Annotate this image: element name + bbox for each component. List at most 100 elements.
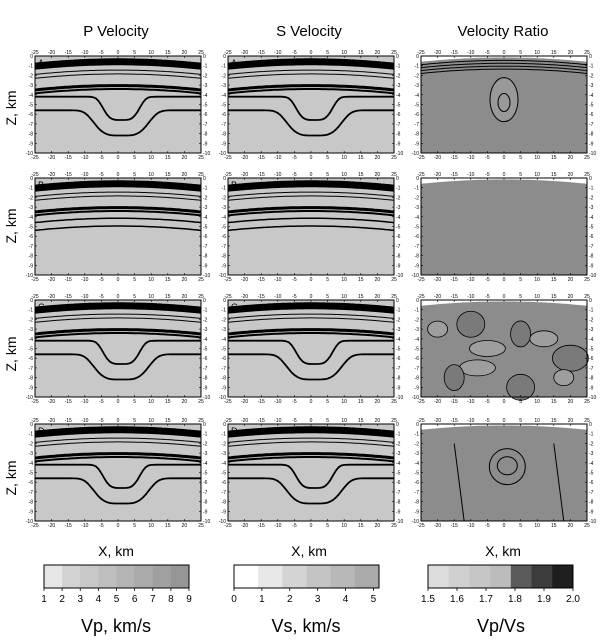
row-ylabels: Z, km Z, km Z, km Z, km <box>3 91 19 496</box>
x-tick-label: 10 <box>341 50 347 56</box>
y-tick-label: -2 <box>222 317 227 323</box>
x-tick-label: -15 <box>451 399 458 405</box>
y-tick-label: -8 <box>396 500 401 506</box>
x-tick-label: 0 <box>310 50 313 56</box>
y-tick-label: -3 <box>222 451 227 457</box>
y-tick-label: -8 <box>29 132 34 138</box>
x-tick-label: -20 <box>434 172 441 178</box>
colorbar-swatch <box>510 565 533 588</box>
y-tick-label: 0 <box>416 422 419 428</box>
x-tick-label: -5 <box>485 399 490 405</box>
velocity-field <box>228 426 394 521</box>
y-tick-label: -7 <box>415 244 420 250</box>
colorbar-tick-label: 8 <box>168 594 174 605</box>
y-tick-label: -8 <box>396 132 401 138</box>
x-tick-label: -20 <box>434 399 441 405</box>
surface-layer <box>227 180 395 192</box>
x-tick-label: -15 <box>258 418 265 424</box>
x-tick-label: -10 <box>467 172 474 178</box>
x-tick-label: 20 <box>182 172 188 178</box>
y-tick-label: -6 <box>29 480 34 486</box>
x-tick-label: 20 <box>375 523 381 529</box>
y-tick-label: -4 <box>589 337 594 343</box>
y-tick-label: -8 <box>29 376 34 382</box>
xlabels: X, km X, km X, km <box>98 543 521 559</box>
contour-line <box>227 195 395 201</box>
x-tick-label: 20 <box>182 418 188 424</box>
y-tick-label: -4 <box>29 337 34 343</box>
x-tick-label: -10 <box>467 294 474 300</box>
y-tick-label: -7 <box>396 366 401 372</box>
surface-layer <box>34 58 202 70</box>
y-tick-label: -10 <box>589 519 596 525</box>
x-tick-label: -15 <box>258 523 265 529</box>
x-tick-label: 10 <box>534 418 540 424</box>
x-tick-label: -10 <box>467 277 474 283</box>
x-tick-label: 20 <box>375 418 381 424</box>
x-tick-label: 20 <box>568 277 574 283</box>
x-tick-label: 5 <box>519 155 522 161</box>
x-tick-label: 25 <box>391 172 397 178</box>
x-tick-label: -25 <box>31 277 38 283</box>
x-tick-label: -5 <box>292 399 297 405</box>
x-tick-label: 0 <box>310 172 313 178</box>
y-tick-label: -10 <box>26 273 33 279</box>
y-tick-label: -7 <box>589 366 594 372</box>
contour-line <box>420 59 588 66</box>
contour-line <box>227 456 395 463</box>
surface-layer <box>34 180 202 192</box>
contour-line <box>34 88 202 95</box>
x-tick-label: 5 <box>519 294 522 300</box>
contour-line <box>35 95 201 121</box>
colorbar-swatch <box>44 565 63 588</box>
xlabel-p: X, km <box>98 543 134 559</box>
colorbar-swatch <box>469 565 491 588</box>
y-tick-label: -1 <box>396 186 401 192</box>
y-tick-label: 0 <box>30 176 33 182</box>
x-tick-label: -20 <box>48 50 55 56</box>
x-tick-label: 25 <box>198 399 204 405</box>
y-tick-label: -1 <box>396 64 401 70</box>
x-tick-label: 5 <box>133 50 136 56</box>
y-tick-label: -1 <box>415 432 420 438</box>
x-tick-label: 25 <box>198 523 204 529</box>
x-tick-label: -20 <box>48 172 55 178</box>
y-tick-label: -3 <box>203 83 208 89</box>
x-tick-label: -25 <box>224 277 231 283</box>
y-tick-label: -8 <box>589 132 594 138</box>
y-tick-label: -1 <box>203 308 208 314</box>
y-tick-label: -2 <box>29 317 34 323</box>
x-tick-label: -5 <box>99 277 104 283</box>
x-tick-label: -5 <box>99 50 104 56</box>
y-tick-label: -9 <box>396 263 401 269</box>
x-tick-label: -15 <box>258 277 265 283</box>
y-tick-label: -1 <box>396 432 401 438</box>
x-tick-label: 5 <box>133 418 136 424</box>
x-tick-label: -10 <box>274 294 281 300</box>
x-tick-label: -20 <box>48 155 55 161</box>
velocity-field <box>228 180 394 275</box>
y-tick-label: -8 <box>29 500 34 506</box>
y-tick-label: -6 <box>203 480 208 486</box>
y-tick-label: -10 <box>219 395 226 401</box>
x-tick-label: -15 <box>258 399 265 405</box>
y-tick-label: -4 <box>203 337 208 343</box>
y-tick-label: -4 <box>222 93 227 99</box>
contour-line <box>227 328 395 336</box>
x-tick-label: -20 <box>434 50 441 56</box>
x-tick-label: -20 <box>241 172 248 178</box>
x-tick-label: 25 <box>198 294 204 300</box>
y-tick-label: -1 <box>222 186 227 192</box>
contour-line <box>420 65 588 71</box>
y-tick-label: -2 <box>203 317 208 323</box>
contour-line <box>227 73 395 79</box>
colorbar-tick-label: 4 <box>96 594 102 605</box>
x-tick-label: -10 <box>274 418 281 424</box>
y-tick-label: 0 <box>416 176 419 182</box>
y-tick-label: -1 <box>396 308 401 314</box>
y-tick-label: 0 <box>589 54 592 60</box>
contour-line <box>227 69 395 75</box>
colorbar-tick-label: 3 <box>77 594 83 605</box>
y-tick-label: 0 <box>223 176 226 182</box>
x-tick-label: -10 <box>467 399 474 405</box>
